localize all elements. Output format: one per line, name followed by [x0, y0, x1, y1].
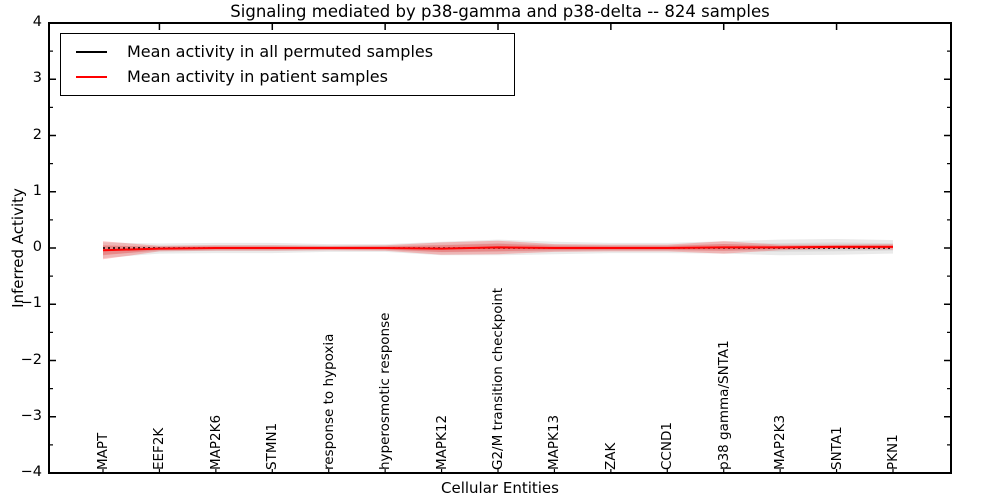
- legend-item-patient: Mean activity in patient samples: [61, 66, 514, 86]
- x-tick-label: ZAK: [602, 442, 619, 470]
- x-tick-label: MAP2K3: [772, 414, 789, 470]
- legend-label: Mean activity in all permuted samples: [127, 42, 434, 62]
- patient-samples-std-band: [103, 243, 893, 256]
- x-tick-label: MAP2K6: [207, 414, 224, 470]
- legend-box: Mean activity in all permuted samples Me…: [60, 33, 515, 96]
- patient-line-swatch-icon: [76, 75, 107, 78]
- x-tick-label: MAPT: [95, 432, 111, 470]
- y-tick-label: 4: [32, 14, 42, 30]
- x-tick-label: G2/M transition checkpoint: [490, 287, 506, 470]
- x-tick-label: CCND1: [659, 422, 676, 470]
- x-tick-label: MAPK13: [546, 414, 563, 470]
- y-tick-label: −1: [20, 295, 42, 312]
- x-tick-label: response to hypoxia: [320, 333, 337, 470]
- legend-item-permuted: Mean activity in all permuted samples: [61, 44, 514, 60]
- y-tick-label: 0: [32, 239, 42, 255]
- series-line-patient: [102, 245, 893, 252]
- permuted-line-swatch-icon: [76, 51, 107, 54]
- x-tick-label: MAPK12: [433, 414, 450, 470]
- y-tick-label: −3: [20, 407, 42, 424]
- y-tick-label: 3: [32, 70, 42, 87]
- y-tick-label: −2: [20, 351, 42, 368]
- x-tick-label: hyperosmotic response: [377, 312, 394, 470]
- y-tick-label: 2: [32, 126, 42, 143]
- x-tick-label: PKN1: [885, 434, 901, 470]
- y-tick-label: −4: [20, 464, 42, 480]
- legend-label: Mean activity in patient samples: [127, 66, 388, 86]
- x-tick-label: p38 gamma/SNTA1: [715, 340, 732, 470]
- x-tick-label: SNTA1: [828, 426, 845, 470]
- y-tick-label: 1: [32, 182, 42, 199]
- chart-title: Signaling mediated by p38-gamma and p38-…: [230, 2, 770, 21]
- patient-samples-std-band: [103, 240, 893, 260]
- x-axis-label: Cellular Entities: [441, 479, 559, 497]
- x-tick-label: EEF2K: [151, 427, 168, 470]
- x-tick-label: STMN1: [264, 422, 281, 470]
